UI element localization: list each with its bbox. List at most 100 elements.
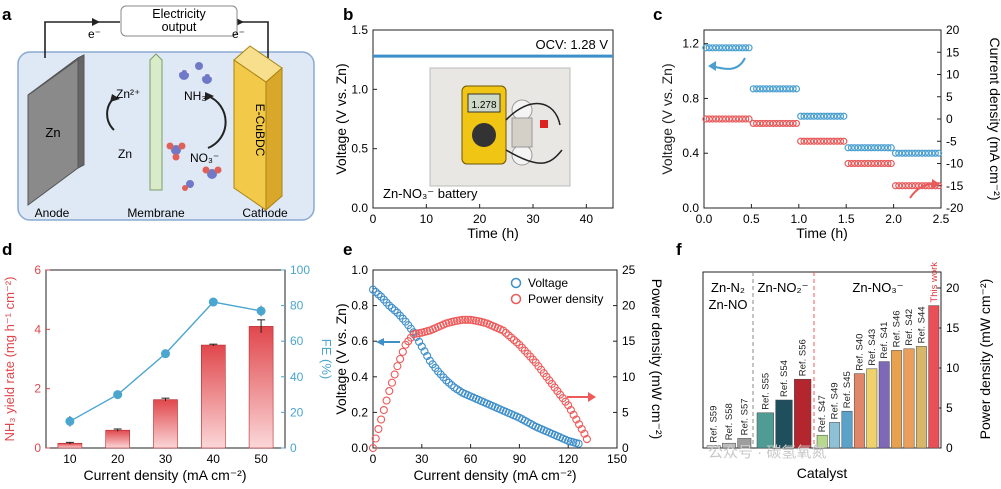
y2-tick-label: 20	[946, 23, 960, 37]
power-point	[574, 420, 584, 429]
catalyst-bar-label: Ref. S59	[709, 406, 720, 443]
current-point	[891, 182, 900, 190]
power-point	[577, 424, 586, 434]
y2-tick-label: 0	[946, 441, 953, 455]
current-point	[735, 115, 743, 123]
wires-icon	[505, 103, 563, 164]
catalyst-bar	[756, 412, 774, 449]
current-point	[753, 119, 761, 128]
x-tick-label: 40	[207, 452, 221, 466]
power-point	[501, 328, 510, 337]
current-point	[851, 159, 859, 168]
voltage-point	[898, 149, 906, 157]
voltage-point	[756, 85, 764, 93]
electron-right-label: e⁻	[232, 27, 245, 41]
power-point	[385, 386, 394, 396]
y-tick-label: 0.0	[682, 201, 699, 215]
y2-tick-label: 20	[622, 299, 636, 313]
y-tick-label: 0	[34, 441, 41, 455]
y2-tick-label: 20	[946, 281, 960, 295]
chart-b-frame	[372, 29, 614, 209]
voltage-point	[925, 149, 933, 157]
voltage-point	[415, 337, 424, 346]
current-point	[789, 119, 797, 128]
x-tick-label: 20	[473, 212, 487, 226]
voltage-point	[864, 144, 872, 152]
voltage-point	[722, 44, 730, 52]
catalyst-bar-label: Ref. S41	[879, 322, 890, 359]
voltage-point	[423, 351, 432, 361]
voltage-point	[753, 85, 761, 93]
current-point	[898, 182, 906, 190]
voltage-point	[833, 112, 841, 120]
cathode-plate-top	[233, 45, 283, 83]
legend-power-label: Power density	[528, 292, 603, 306]
multimeter-reading: 1.278	[471, 100, 496, 111]
current-point	[732, 115, 740, 123]
catalyst-bar-label: Ref. S45	[842, 371, 853, 408]
zn2plus-label: Zn²⁺	[116, 87, 140, 101]
power-point	[469, 316, 478, 325]
fe-point	[65, 416, 75, 426]
current-point	[874, 159, 882, 168]
voltage-point	[895, 149, 903, 157]
voltage-point	[884, 144, 892, 152]
voltage-point	[800, 112, 808, 120]
current-point	[745, 115, 753, 123]
voltage-point	[715, 44, 723, 52]
current-point	[762, 119, 771, 128]
fe-point	[113, 390, 123, 400]
arrow-head-icon	[110, 94, 120, 102]
voltage-point	[857, 144, 865, 152]
voltage-point	[911, 149, 920, 157]
yield-bar	[248, 326, 274, 449]
current-point	[840, 137, 848, 145]
power-point	[466, 315, 475, 324]
voltage-point	[861, 144, 869, 152]
y2-tick-label: 0	[946, 112, 953, 126]
current-point	[728, 115, 737, 123]
current-point	[769, 119, 777, 128]
chart-f-xlabel: Catalyst	[797, 465, 848, 481]
chart-c-xlabel: Time (h)	[796, 225, 848, 241]
chart-c-ylabel: Voltage (V vs. Zn)	[659, 63, 675, 174]
arrow-left-icon	[376, 338, 384, 346]
voltage-point	[807, 112, 815, 120]
current-point	[823, 137, 831, 145]
fe-point	[208, 297, 218, 307]
catalyst-bar	[829, 422, 841, 449]
y2-tick-label: -20	[946, 201, 964, 215]
current-point	[715, 115, 723, 123]
y2-tick-label: 40	[290, 370, 304, 384]
voltage-point	[759, 85, 767, 93]
catalyst-bar-label: Ref. S55	[760, 373, 771, 410]
x-tick-label: 2.5	[933, 212, 950, 226]
power-point	[387, 378, 397, 387]
voltage-point	[915, 149, 923, 157]
current-point	[797, 137, 805, 145]
x-tick-label: 0	[370, 452, 377, 466]
y2-tick-label: 15	[946, 45, 960, 59]
x-tick-label: 120	[558, 452, 578, 466]
legend-power-marker	[510, 293, 522, 305]
current-point	[813, 137, 821, 145]
voltage-point	[854, 144, 862, 152]
current-point	[800, 137, 808, 145]
chart-d-xlabel: Current density (mA cm⁻²)	[84, 467, 247, 483]
voltage-point	[708, 44, 717, 52]
voltage-point	[442, 376, 451, 385]
x-tick-label: 2.0	[885, 212, 902, 226]
y2-tick-label: 5	[946, 401, 953, 415]
watermark: 公众号 · 碳氢氧氮	[708, 444, 826, 461]
current-point	[901, 182, 910, 190]
schematic-panel: Electricity output e⁻ e⁻ Zn E-CuBDC Zn²⁺…	[17, 5, 315, 221]
voltage-point	[820, 112, 828, 120]
power-point	[504, 331, 513, 340]
group-label-zn-n2: Zn-N₂	[711, 280, 745, 295]
chart-e-ticks: 0 30 60 90 120 150 0.0 0.2 0.4 0.6 0.8 1.0 0 5 10 15 20 2…	[351, 263, 635, 466]
chart-b-inset-label: Zn-NO₃⁻ battery	[383, 186, 478, 201]
current-point	[810, 137, 818, 145]
catalyst-bar-label: Ref. S46	[892, 310, 903, 347]
catalyst-bar	[737, 438, 752, 449]
